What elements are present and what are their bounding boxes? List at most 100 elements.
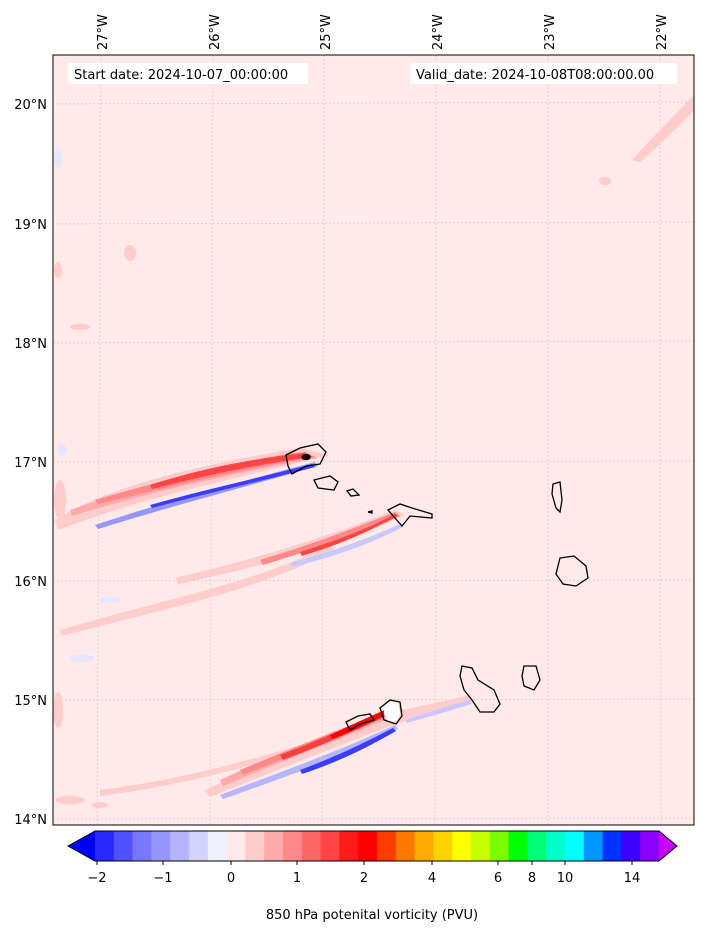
colorbar-tick-label: −1 <box>153 871 172 886</box>
colorbar-swatch <box>565 831 585 861</box>
gridline-lon-27w <box>96 55 102 825</box>
colorbar-swatch <box>395 831 416 861</box>
colorbar-ticks: −2 −1 0 1 2 4 6 8 10 14 <box>87 861 640 886</box>
colorbar-swatch <box>113 831 134 861</box>
colorbar-swatch <box>602 831 622 861</box>
island-sao-vicente <box>313 475 339 491</box>
lat-labels: 20°N 19°N 18°N 17°N 16°N 15°N 14°N <box>14 98 47 828</box>
colorbar-swatch <box>508 831 528 861</box>
colorbar-swatch <box>283 831 303 861</box>
colorbar-swatch <box>433 831 453 861</box>
island-brava <box>345 713 376 731</box>
valid-date-label: Valid_date: 2024-10-08T08:00:00.00 <box>416 68 654 83</box>
colorbar-swatch <box>414 831 434 861</box>
gridline-lat-20n <box>53 101 694 105</box>
colorbar-swatch <box>358 831 378 861</box>
colorbar: −2 −1 0 1 2 4 6 8 10 14 850 hPa potenital vortici… <box>66 830 678 923</box>
colorbar-swatch <box>189 831 209 861</box>
colorbar-swatch <box>621 831 641 861</box>
pv-background-patches <box>53 95 694 808</box>
gridline-lat-14n <box>53 817 694 820</box>
start-date-label: Start date: 2024-10-07_00:00:00 <box>74 68 288 83</box>
map-frame <box>52 54 695 826</box>
colorbar-swatch <box>583 831 604 861</box>
colorbar-swatch <box>132 831 152 861</box>
colorbar-tick-label: 14 <box>624 871 641 886</box>
colorbar-extend-right <box>659 831 677 861</box>
map-panel <box>52 54 695 826</box>
colorbar-swatch <box>320 831 340 861</box>
colorbar-swatch <box>452 831 472 861</box>
lat-label-18n: 18°N <box>14 337 47 352</box>
valid-date-box <box>410 63 677 84</box>
island-santiago <box>459 665 501 713</box>
colorbar-swatch <box>339 831 359 861</box>
colorbar-swatch <box>301 831 322 861</box>
island-boa-vista <box>555 555 589 587</box>
colorbar-swatch <box>264 831 284 861</box>
colorbar-swatch <box>170 831 190 861</box>
colorbar-tick-label: 1 <box>293 871 301 886</box>
island-detail <box>301 453 311 461</box>
colorbar-tick-label: −2 <box>87 871 106 886</box>
colorbar-outline <box>66 830 678 862</box>
pv-negative-patches <box>54 148 122 662</box>
island-maio <box>521 665 541 691</box>
colorbar-label: 850 hPa potenital vorticity (PVU) <box>266 908 478 923</box>
colorbar-swatch <box>151 831 171 861</box>
lat-label-16n: 16°N <box>14 575 47 590</box>
lon-label-25w: 25°W <box>319 14 334 50</box>
gridline-lon-24w <box>434 55 437 825</box>
pv-streak-middle <box>175 510 405 584</box>
colorbar-tick-label: 4 <box>428 871 436 886</box>
island-raso <box>367 510 373 514</box>
gridline-lon-22w <box>659 55 662 825</box>
lat-label-14n: 14°N <box>14 813 47 828</box>
gridline-lat-18n <box>53 340 694 344</box>
lat-label-17n: 17°N <box>14 456 47 471</box>
colorbar-swatch <box>527 831 547 861</box>
colorbar-swatch <box>245 831 265 861</box>
lon-label-23w: 23°W <box>543 14 558 50</box>
lon-labels: 27°W 26°W 25°W 24°W 23°W 22°W <box>96 14 670 50</box>
map-background <box>53 55 694 825</box>
island-santa-luzia <box>345 488 361 497</box>
island-sao-nicolau <box>386 503 433 528</box>
colorbar-swatch <box>377 831 397 861</box>
colorbar-swatch <box>207 831 228 861</box>
colorbar-tick-label: 8 <box>528 871 536 886</box>
colorbar-tick-label: 2 <box>360 871 368 886</box>
gridline-lon-25w <box>321 55 325 825</box>
island-santo-antao <box>285 443 327 475</box>
colorbar-swatch <box>640 831 660 861</box>
colorbar-tick-label: 6 <box>494 871 502 886</box>
lon-label-27w: 27°W <box>96 14 111 50</box>
island-sal <box>551 481 563 514</box>
pv-streak-north <box>55 448 330 530</box>
gridline-lon-26w <box>209 55 214 825</box>
colorbar-extend-left <box>68 831 95 861</box>
colorbar-swatch <box>95 831 115 861</box>
island-fogo <box>379 699 403 725</box>
colorbar-tick-label: 10 <box>557 871 574 886</box>
gridline-lat-17n <box>53 460 694 463</box>
gridline-lat-16n <box>53 579 694 582</box>
colorbar-swatch <box>546 831 566 861</box>
lon-label-24w: 24°W <box>431 14 446 50</box>
gridline-lat-19n <box>53 221 694 225</box>
gridlines <box>53 55 694 825</box>
lon-label-22w: 22°W <box>655 14 670 50</box>
lat-label-19n: 19°N <box>14 218 47 233</box>
coastlines <box>285 443 589 731</box>
lat-label-15n: 15°N <box>14 694 47 709</box>
gridline-lat-15n <box>53 698 694 701</box>
colorbar-tick-label: 0 <box>227 871 235 886</box>
start-date-box <box>68 63 308 84</box>
colorbar-swatch <box>471 831 491 861</box>
lat-label-20n: 20°N <box>14 98 47 113</box>
lon-label-26w: 26°W <box>208 14 223 50</box>
colorbar-swatch <box>489 831 510 861</box>
colorbar-swatches <box>95 831 660 861</box>
colorbar-swatch <box>226 831 246 861</box>
